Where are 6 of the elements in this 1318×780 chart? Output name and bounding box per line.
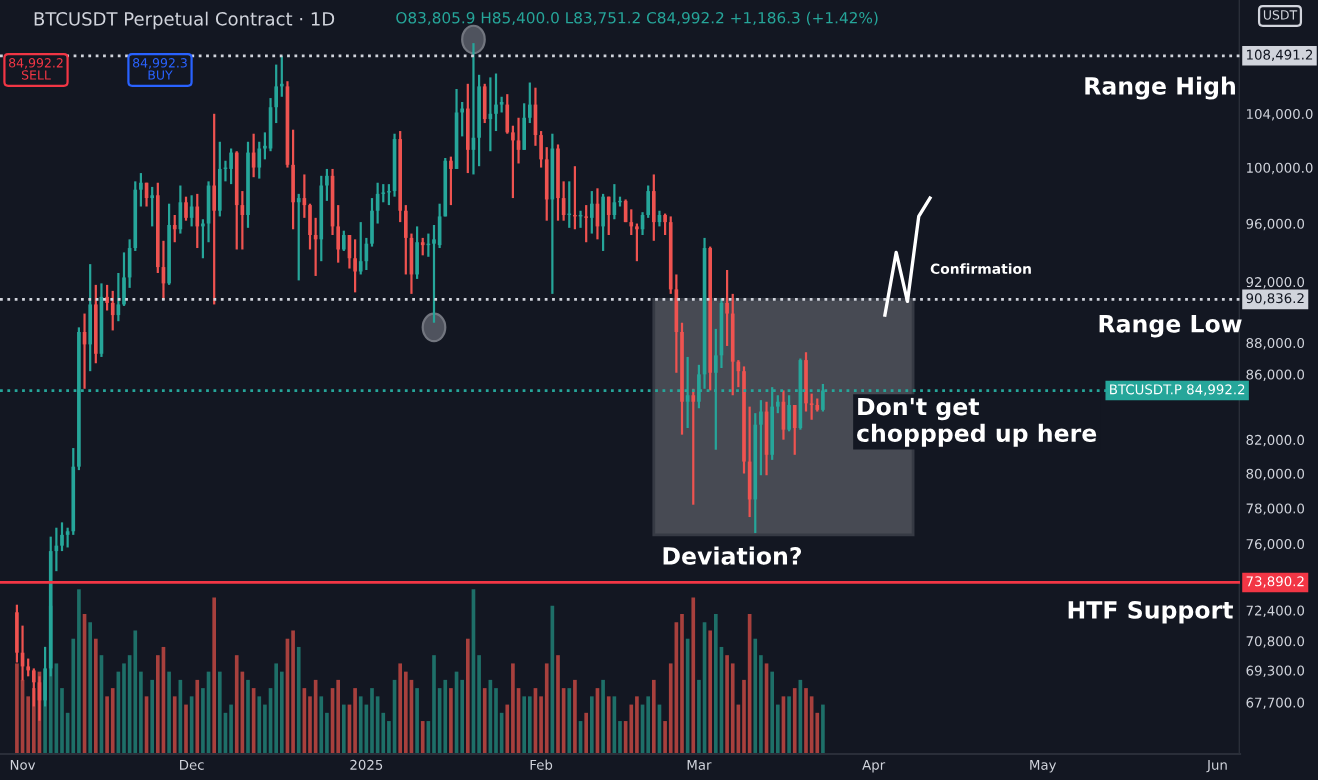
- annotation: HTF Support: [1068, 600, 1233, 624]
- annotation: Range Low: [1099, 315, 1242, 338]
- annotation: Range High: [1085, 76, 1235, 100]
- annotation: Don't get choppped up here: [857, 397, 1097, 447]
- annotation: Deviation?: [663, 546, 802, 565]
- text: BTCUSDT Perpetual Contract · 1D: [34, 11, 335, 30]
